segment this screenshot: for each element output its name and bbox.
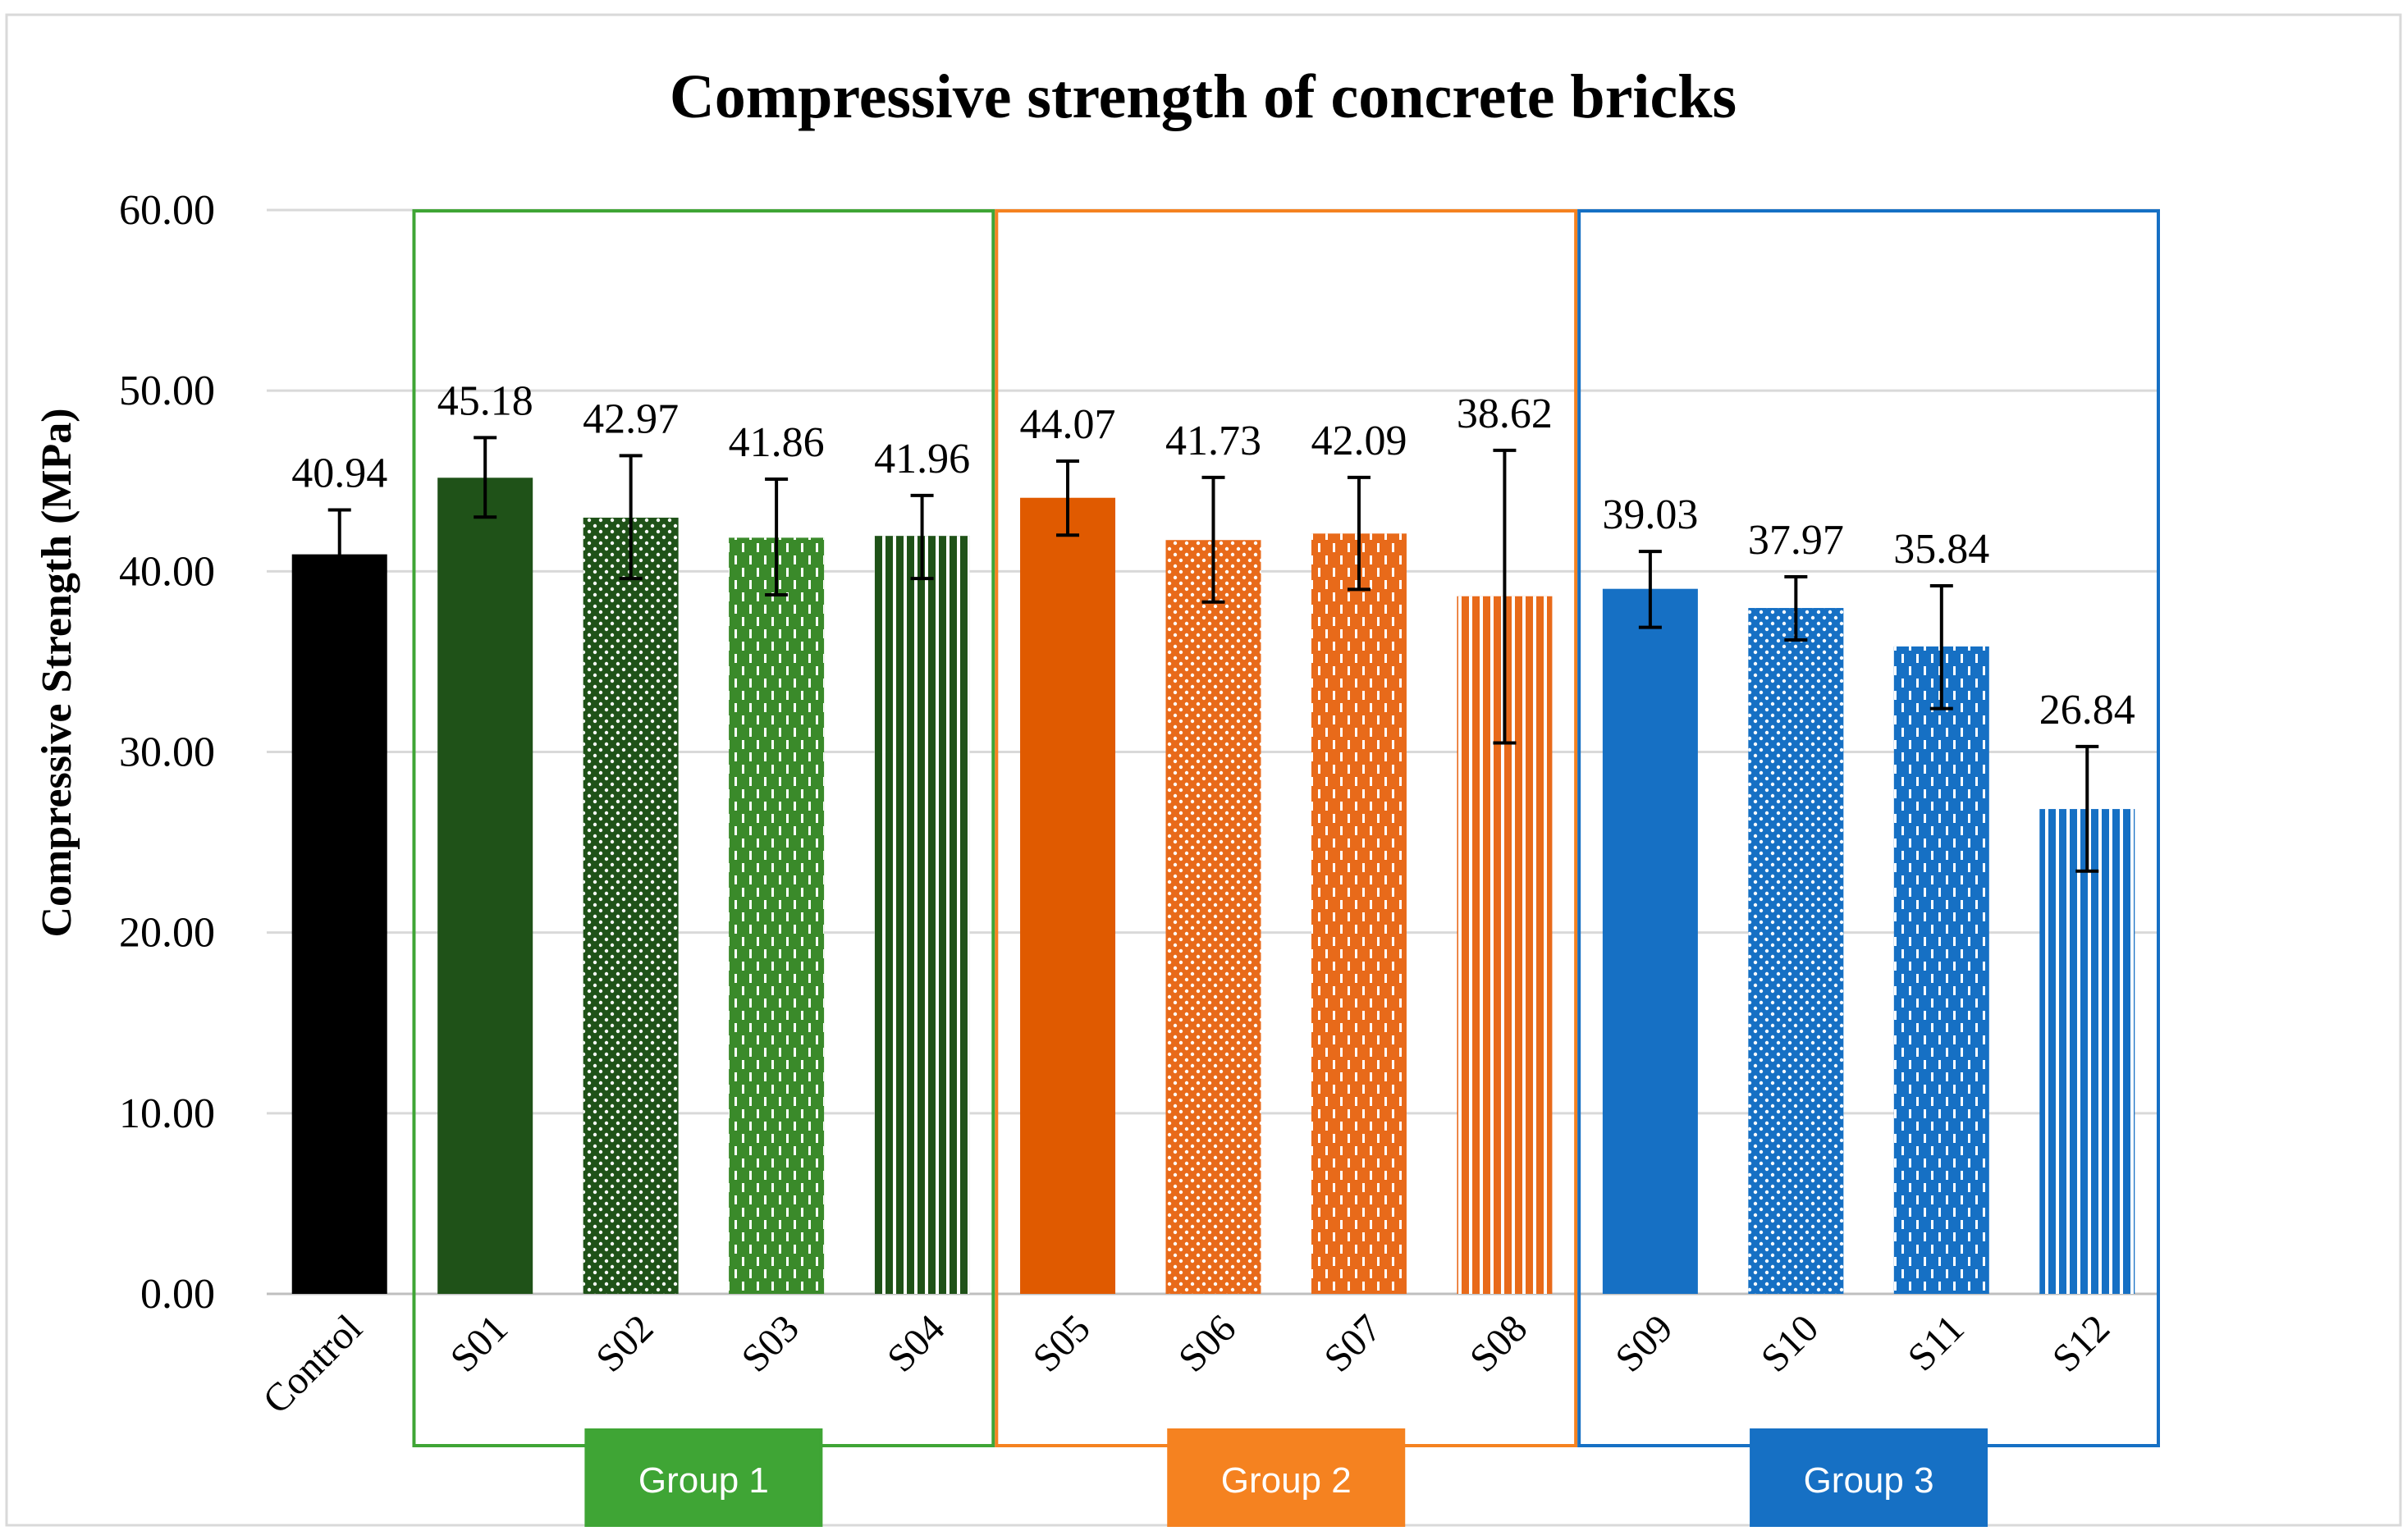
value-label: 38.62 [1457,391,1553,437]
value-labels: 40.94 45.18 42.97 41.86 41.96 44.07 41.73 42.09… [291,377,2135,733]
group-label-box-1 [584,1428,823,1527]
group-boxes: Group 1 Group 2 Group 3 [412,209,2160,1527]
bar-control [291,554,387,1294]
bar-pattern-s03 [729,537,825,1294]
group-label-1: Group 1 [638,1460,769,1501]
y-tick-label: 0.00 [140,1271,215,1318]
y-tick-label: 50.00 [119,368,215,414]
y-tick-label: 20.00 [119,910,215,957]
group-label-3: Group 3 [1804,1460,1934,1501]
group-label-box-2 [1167,1428,1406,1527]
value-label: 44.07 [1020,401,1116,448]
bar-pattern-s04 [874,536,970,1294]
bar-pattern-s06 [1165,540,1261,1294]
group-label-box-3 [1750,1428,1988,1527]
value-label: 41.96 [874,436,970,482]
y-tick-label: 30.00 [119,729,215,776]
value-label: 42.09 [1311,418,1407,464]
bar-pattern-s07 [1311,533,1407,1294]
bar-pattern-s02 [583,517,679,1294]
value-label: 26.84 [2039,687,2135,733]
value-label: 41.73 [1165,418,1261,464]
y-tick-label: 10.00 [119,1090,215,1137]
bars [291,478,2135,1294]
chart-title: Compressive strength of concrete bricks [670,62,1737,131]
bar-pattern-s10 [1748,608,1844,1294]
bar-s09 [1602,588,1698,1294]
value-label: 35.84 [1893,526,1989,573]
value-label: 45.18 [437,377,533,424]
value-label: 40.94 [291,450,387,496]
value-label: 41.86 [729,419,825,466]
bar-pattern-s12 [2039,809,2135,1294]
bar-pattern-s11 [1893,646,1989,1294]
error-bars [327,436,2099,873]
y-tick-label: 40.00 [119,548,215,595]
y-axis-label: Compressive Strength (MPa) [34,408,80,937]
y-tick-label: 60.00 [119,187,215,234]
group-label-2: Group 2 [1221,1460,1352,1501]
bar-s05 [1020,497,1116,1294]
bar-s01 [437,478,533,1294]
value-label: 42.97 [583,395,679,442]
value-label: 37.97 [1748,517,1844,564]
value-label: 39.03 [1602,491,1698,538]
